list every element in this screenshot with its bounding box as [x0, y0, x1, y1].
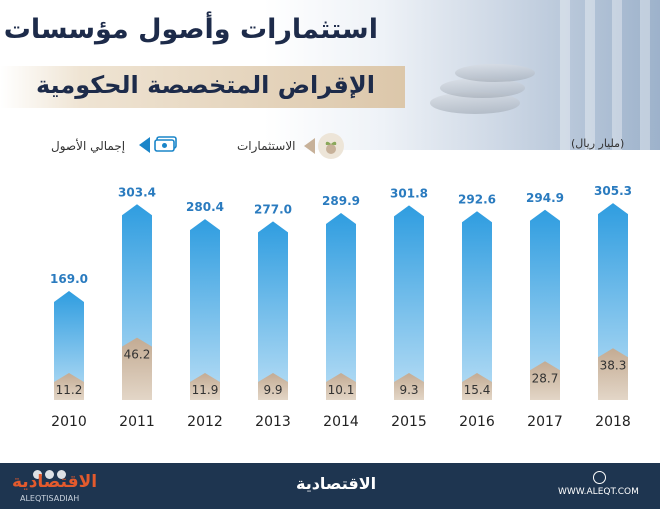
- bar-investments: [54, 373, 84, 400]
- value-label-total-assets: 301.8: [390, 186, 428, 200]
- bar-total-assets: [326, 213, 356, 400]
- chart-title: استثمارات وأصول مؤسسات: [3, 14, 378, 45]
- value-label-investments: 28.7: [532, 371, 559, 385]
- value-label-investments: 46.2: [124, 348, 151, 362]
- category-label: 2011: [119, 414, 155, 430]
- bar-investments: [258, 373, 288, 400]
- bar-investments: [598, 348, 628, 400]
- value-label-total-assets: 280.4: [186, 200, 224, 214]
- footer-bar: الاقتصادية ALEQTISADIAH الاقتصادية WWW.A…: [0, 463, 660, 509]
- category-label: 2016: [459, 414, 495, 430]
- value-label-investments: 11.9: [192, 383, 219, 397]
- bar-investments: [394, 373, 424, 400]
- category-label: 2017: [527, 414, 563, 430]
- value-label-total-assets: 294.9: [526, 191, 564, 205]
- bar-total-assets: [530, 209, 560, 400]
- value-label-total-assets: 305.3: [594, 184, 632, 198]
- footer-brand-center: الاقتصادية: [296, 474, 377, 493]
- value-label-investments: 9.9: [263, 383, 282, 397]
- bar-total-assets: [190, 219, 220, 400]
- bar-total-assets: [54, 290, 84, 400]
- legend-swatch-total-assets: [139, 137, 150, 153]
- value-label-total-assets: 169.0: [50, 272, 88, 286]
- bar-total-assets: [258, 221, 288, 400]
- subtitle-band: [0, 66, 405, 108]
- category-label: 2010: [51, 414, 87, 430]
- legend-investments: الاستثمارات: [237, 139, 296, 153]
- plant-coin-icon: [318, 133, 344, 159]
- footer-brand-latin: ALEQTISADIAH: [20, 494, 80, 503]
- value-label-investments: 15.4: [464, 383, 491, 397]
- category-label: 2018: [595, 414, 631, 430]
- bar-total-assets: [394, 205, 424, 400]
- bar-investments: [122, 337, 152, 400]
- bar-total-assets: [598, 203, 628, 400]
- legend-swatch-investments: [304, 138, 315, 154]
- value-label-investments: 10.1: [328, 383, 355, 397]
- legend-total-assets: إجمالي الأصول: [51, 139, 126, 153]
- value-label-investments: 11.2: [56, 383, 83, 397]
- category-label: 2015: [391, 414, 427, 430]
- footer-brand-left: الاقتصادية: [12, 472, 98, 492]
- category-label: 2014: [323, 414, 359, 430]
- footer-website: WWW.ALEQT.COM: [558, 487, 639, 497]
- bar-total-assets: [462, 211, 492, 400]
- unit-label: (مليار ريال): [571, 137, 625, 150]
- chart-subtitle: الإقراض المتخصصة الحكومية: [36, 71, 375, 99]
- bar-investments: [530, 361, 560, 400]
- value-label-total-assets: 292.6: [458, 192, 496, 206]
- money-icon: [154, 136, 178, 152]
- value-label-total-assets: 277.0: [254, 202, 292, 216]
- bar-investments: [190, 373, 220, 400]
- value-label-total-assets: 289.9: [322, 194, 360, 208]
- bar-investments: [326, 373, 356, 400]
- category-label: 2013: [255, 414, 291, 430]
- category-label: 2012: [187, 414, 223, 430]
- value-label-investments: 38.3: [600, 358, 627, 372]
- globe-icon: [593, 471, 606, 484]
- value-label-total-assets: 303.4: [118, 185, 156, 199]
- value-label-investments: 9.3: [399, 383, 418, 397]
- bar-investments: [462, 373, 492, 400]
